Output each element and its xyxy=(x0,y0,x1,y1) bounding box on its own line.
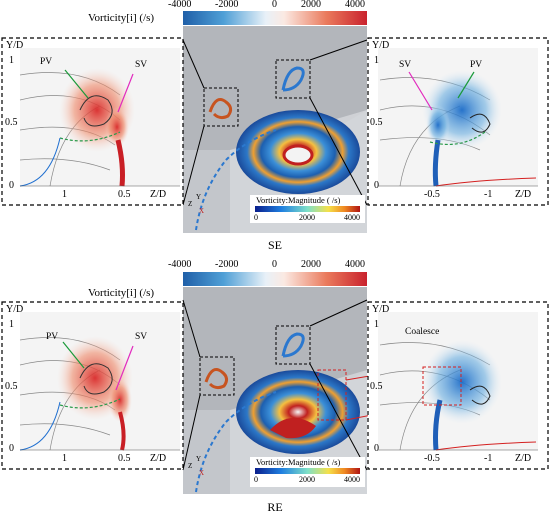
se-triad-y: Y xyxy=(196,193,202,201)
se-right-x-axis-label: Z/D xyxy=(515,189,532,200)
re-left-x-tick: 1 xyxy=(62,453,67,464)
re-inset-bar-tick: 2000 xyxy=(299,475,315,484)
se-right-y-tick: 1 xyxy=(374,55,379,66)
se-colorbar-tick: 4000 xyxy=(345,0,365,10)
re-colorbar-tick: 4000 xyxy=(345,259,365,270)
re-right-y-tick: 0.5 xyxy=(370,381,383,392)
re-inset-colorbar xyxy=(255,468,360,474)
se-colorbar-tick: 2000 xyxy=(301,0,321,10)
re-right-coalesce-label: Coalesce xyxy=(405,327,440,337)
se-left-x-axis-label: Z/D xyxy=(150,189,167,200)
se-left-pv-label: PV xyxy=(40,57,53,67)
re-right-coalesce-box xyxy=(422,366,462,406)
se-row xyxy=(1,11,549,233)
re-caption: RE xyxy=(267,500,283,514)
se-inset-bar-tick: 2000 xyxy=(299,213,315,222)
re-ring-vortex xyxy=(236,370,360,454)
re-colorbar-tick: -2000 xyxy=(215,259,239,270)
se-right-zoom-box xyxy=(275,59,311,99)
re-right-y-axis-label: Y/D xyxy=(372,304,390,315)
se-triad-x: X xyxy=(199,207,205,215)
se-left-zoom-box xyxy=(203,87,239,127)
se-colorbar xyxy=(183,11,367,25)
re-colorbar-tick: 2000 xyxy=(301,259,321,270)
se-colorbar-tick: -2000 xyxy=(215,0,239,10)
se-left-x-tick: 1 xyxy=(62,189,67,200)
se-inset-bar-tick: 0 xyxy=(254,213,258,222)
re-left-x-axis-label: Z/D xyxy=(150,453,167,464)
re-left-x-tick: 0.5 xyxy=(118,453,131,464)
re-row xyxy=(1,272,549,494)
re-left-y-tick: 0.5 xyxy=(5,381,18,392)
re-triad-x: X xyxy=(199,469,205,477)
re-right-zoom-box xyxy=(275,325,311,365)
re-inset-bar-tick: 0 xyxy=(254,475,258,484)
re-left-zoom-box xyxy=(199,356,235,396)
se-left-y-tick: 0 xyxy=(9,180,14,191)
re-left-y-tick: 1 xyxy=(9,319,14,330)
re-colorbar-title: Vorticity[i] (/s) xyxy=(88,287,155,299)
re-left-y-axis-label: Y/D xyxy=(6,304,24,315)
se-right-pv-label: PV xyxy=(470,60,483,70)
se-inset-colorbar xyxy=(255,206,360,212)
re-triad-z: Z xyxy=(188,462,193,470)
se-right-y-tick: 0.5 xyxy=(370,117,383,128)
se-colorbar-tick: -4000 xyxy=(168,0,192,10)
se-triad-z: Z xyxy=(188,200,193,208)
re-colorbar-tick: 0 xyxy=(272,259,277,270)
se-left-x-tick: 0.5 xyxy=(118,189,131,200)
se-caption: SE xyxy=(267,238,282,252)
se-right-x-tick: -0.5 xyxy=(424,189,440,200)
se-left-y-tick: 1 xyxy=(9,55,14,66)
re-colorbar xyxy=(183,272,367,286)
se-right-sv-label: SV xyxy=(399,60,412,70)
re-inset-bar-tick: 4000 xyxy=(344,475,360,484)
se-inset-bar-tick: 4000 xyxy=(344,213,360,222)
re-right-x-tick: -0.5 xyxy=(424,453,440,464)
re-coalesce-box xyxy=(317,369,347,421)
re-left-y-tick: 0 xyxy=(9,443,14,454)
se-right-x-tick: -1 xyxy=(484,189,493,200)
se-right-y-tick: 0 xyxy=(374,180,379,191)
re-colorbar-tick: -4000 xyxy=(168,259,192,270)
re-inset-bar-title: Vorticity:Magnitude ( /s) xyxy=(256,457,341,467)
re-left-pv-label: PV xyxy=(46,332,59,342)
se-left-sv-label: SV xyxy=(135,60,148,70)
se-right-y-axis-label: Y/D xyxy=(372,40,390,51)
re-right-y-tick: 1 xyxy=(374,319,379,330)
re-right-x-axis-label: Z/D xyxy=(515,453,532,464)
re-left-sv-label: SV xyxy=(135,332,148,342)
se-left-y-axis-label: Y/D xyxy=(6,40,24,51)
se-colorbar-title: Vorticity[i] (/s) xyxy=(88,12,155,24)
re-right-x-tick: -1 xyxy=(484,453,493,464)
re-right-pv-blob xyxy=(422,340,502,424)
se-colorbar-tick: 0 xyxy=(272,0,277,10)
se-left-y-tick: 0.5 xyxy=(5,117,18,128)
se-inset-bar-title: Vorticity:Magnitude ( /s) xyxy=(256,195,341,205)
re-right-y-tick: 0 xyxy=(374,443,379,454)
re-triad-y: Y xyxy=(196,455,202,463)
